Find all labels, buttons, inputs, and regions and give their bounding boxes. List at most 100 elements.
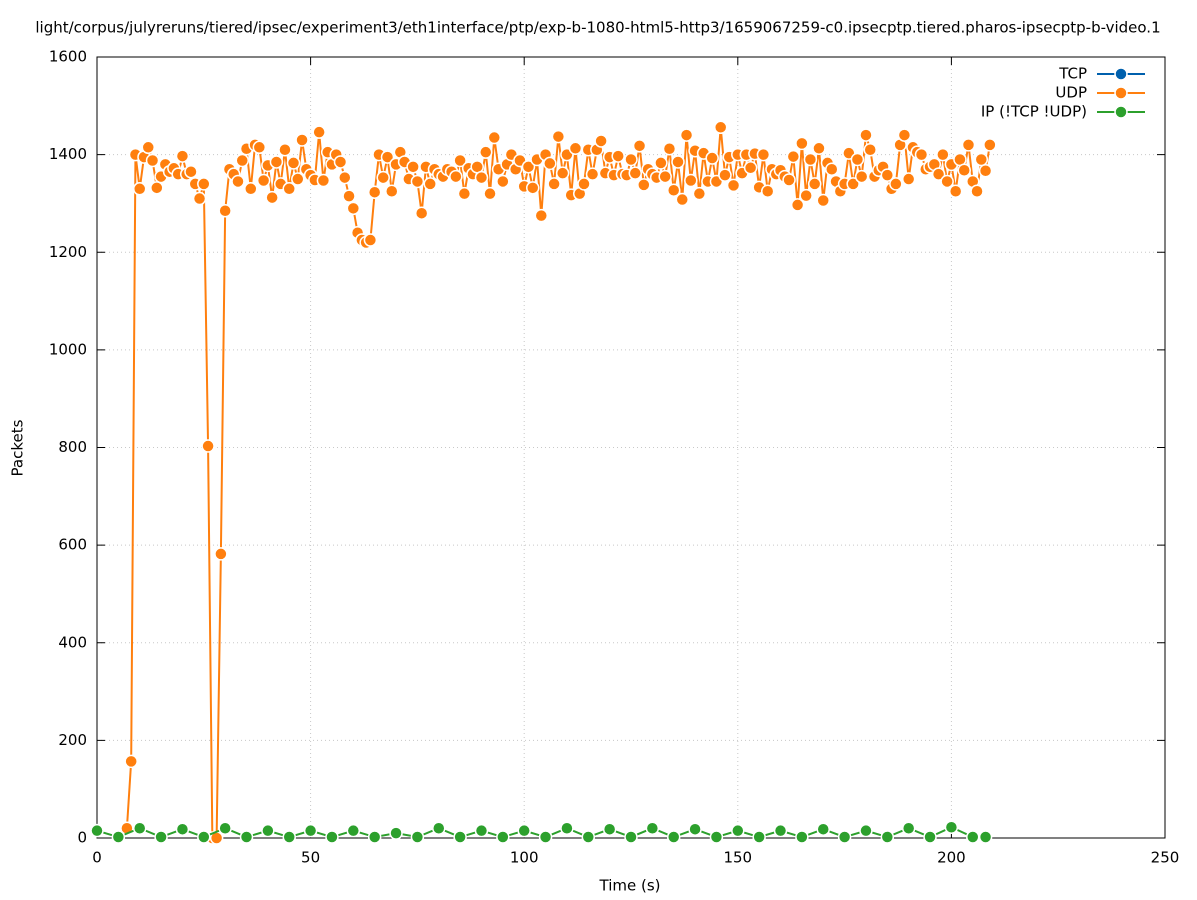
- data-point: [316, 173, 331, 188]
- data-point: [410, 830, 425, 844]
- x-tick-label: 100: [510, 849, 539, 867]
- data-point: [611, 149, 625, 163]
- data-point: [282, 182, 296, 196]
- data-point: [449, 169, 463, 184]
- data-point: [269, 155, 284, 169]
- data-point: [790, 198, 805, 212]
- data-point: [944, 820, 959, 835]
- data-point: [124, 754, 138, 769]
- data-point: [585, 167, 600, 181]
- data-point: [423, 177, 437, 191]
- data-point: [175, 822, 190, 836]
- y-tick-label: 800: [58, 438, 87, 456]
- data-point: [342, 189, 356, 203]
- data-point: [816, 822, 830, 836]
- data-point: [214, 547, 228, 561]
- data-point: [525, 181, 540, 195]
- data-point: [705, 151, 719, 165]
- data-point: [303, 823, 318, 838]
- data-point: [624, 152, 638, 167]
- data-point: [594, 134, 608, 148]
- data-point: [479, 145, 493, 159]
- data-point: [654, 156, 668, 170]
- data-point: [731, 823, 745, 838]
- x-tick-label: 250: [1151, 849, 1180, 867]
- data-point: [534, 208, 549, 223]
- data-point: [192, 191, 207, 206]
- data-point: [487, 130, 502, 145]
- data-point: [803, 152, 818, 167]
- data-point: [278, 142, 292, 157]
- data-point: [295, 133, 309, 147]
- data-point: [812, 141, 826, 156]
- data-point: [201, 439, 215, 453]
- data-point: [666, 183, 681, 198]
- data-point: [175, 149, 190, 163]
- data-point: [760, 184, 775, 198]
- data-point: [256, 173, 271, 188]
- data-point: [154, 830, 168, 844]
- data-point: [483, 186, 497, 201]
- data-point: [961, 138, 976, 152]
- data-point: [432, 821, 446, 835]
- data-point: [410, 174, 425, 189]
- data-point: [948, 184, 963, 198]
- y-axis-label: Packets: [9, 419, 27, 476]
- x-tick-label: 200: [937, 849, 966, 867]
- data-point: [145, 153, 160, 168]
- data-point: [628, 166, 643, 180]
- data-point: [983, 138, 997, 152]
- data-point: [338, 170, 352, 185]
- data-point: [581, 830, 596, 844]
- data-point: [688, 822, 702, 836]
- data-point: [637, 178, 651, 192]
- legend-label: TCP: [1058, 65, 1087, 83]
- data-point: [897, 128, 912, 142]
- data-point: [239, 830, 254, 844]
- data-point: [474, 170, 489, 185]
- data-point: [795, 830, 809, 844]
- data-point: [218, 821, 232, 835]
- chart-title: light/corpus/julyreruns/tiered/ipsec/exp…: [35, 19, 1160, 37]
- x-axis-label: Time (s): [599, 877, 661, 895]
- data-point: [752, 830, 766, 844]
- data-point: [782, 173, 796, 187]
- data-point: [496, 174, 510, 189]
- data-point: [560, 821, 574, 835]
- data-point: [547, 177, 561, 191]
- data-point: [577, 177, 591, 191]
- data-point: [901, 172, 916, 186]
- legend-marker: [1114, 86, 1128, 100]
- data-point: [825, 162, 839, 177]
- legend-marker: [1114, 67, 1128, 81]
- data-point: [602, 822, 617, 836]
- y-tick-label: 200: [58, 731, 87, 749]
- data-point: [966, 830, 980, 844]
- data-point: [978, 830, 993, 844]
- data-point: [846, 177, 860, 191]
- data-point: [807, 177, 822, 191]
- data-point: [692, 186, 707, 201]
- data-point: [521, 160, 536, 174]
- data-point: [367, 185, 382, 199]
- data-point: [453, 153, 467, 168]
- data-point: [709, 830, 724, 844]
- y-tick-label: 600: [58, 536, 87, 554]
- data-point: [718, 168, 732, 182]
- data-point: [889, 177, 903, 191]
- data-point: [863, 142, 877, 157]
- data-point: [923, 830, 937, 844]
- legend-marker: [1114, 105, 1128, 119]
- data-point: [197, 830, 211, 844]
- data-point: [679, 128, 694, 142]
- data-point: [286, 156, 301, 170]
- data-point: [850, 152, 865, 167]
- data-point: [837, 830, 852, 844]
- data-point: [231, 174, 245, 189]
- data-point: [457, 186, 472, 201]
- data-point: [662, 142, 677, 156]
- data-point: [414, 206, 429, 220]
- data-point: [859, 128, 873, 142]
- y-tick-label: 1200: [49, 243, 87, 261]
